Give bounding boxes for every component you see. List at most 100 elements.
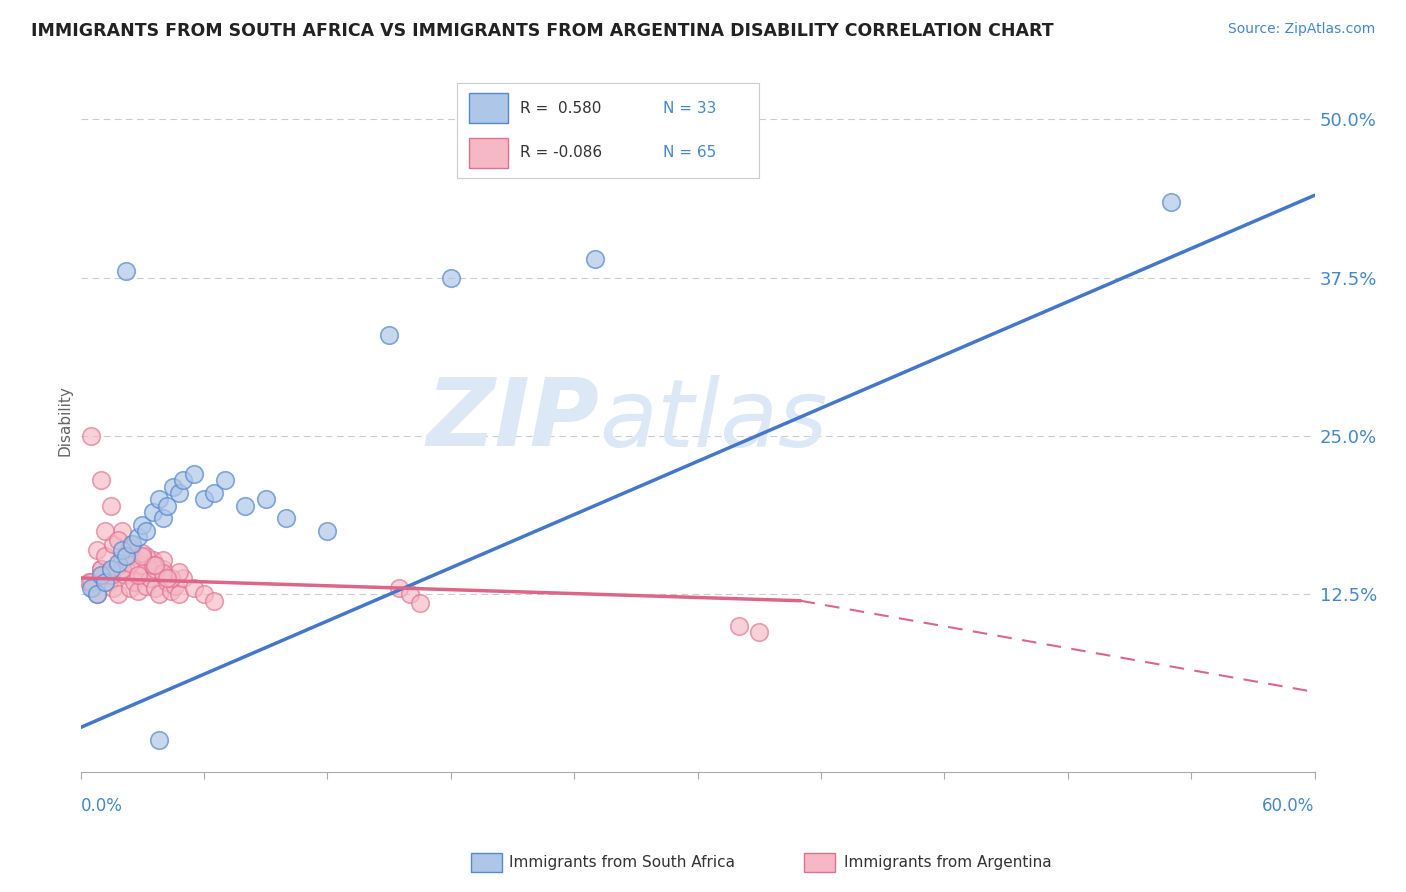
Point [440, 270, 463, 285]
Point [202, 486, 225, 500]
Point [111, 524, 134, 538]
Point [86, 587, 108, 601]
Point [90, 562, 112, 576]
Point [131, 558, 153, 573]
Y-axis label: Disability: Disability [58, 384, 72, 456]
Point [141, 558, 163, 573]
Point [80, 429, 103, 443]
Point [172, 474, 194, 488]
Point [127, 583, 149, 598]
Text: atlas: atlas [599, 375, 827, 466]
Point [152, 562, 174, 576]
Point [202, 593, 225, 607]
Text: 60.0%: 60.0% [1263, 797, 1315, 815]
Point [156, 571, 179, 585]
Point [118, 581, 141, 595]
Point [103, 581, 125, 595]
Point [162, 480, 184, 494]
Point [121, 537, 143, 551]
Point [165, 578, 187, 592]
Point [135, 549, 157, 564]
Point [111, 562, 134, 576]
Point [111, 543, 134, 558]
Point [143, 558, 166, 573]
Text: ZIP: ZIP [426, 374, 599, 467]
Point [388, 581, 411, 595]
Point [148, 587, 170, 601]
Point [183, 467, 205, 481]
Point [152, 553, 174, 567]
Point [131, 549, 153, 564]
Point [111, 556, 134, 570]
Point [100, 562, 122, 576]
Point [135, 524, 157, 538]
Point [233, 499, 256, 513]
Point [100, 568, 122, 582]
Point [254, 492, 277, 507]
Point [94, 574, 117, 589]
Point [727, 619, 749, 633]
Point [276, 511, 298, 525]
Point [114, 549, 136, 564]
Text: 0.0%: 0.0% [80, 797, 122, 815]
Point [107, 556, 129, 570]
Point [193, 492, 215, 507]
Point [127, 568, 149, 582]
Point [80, 574, 103, 589]
Point [131, 568, 153, 582]
Point [172, 571, 194, 585]
Point [156, 499, 179, 513]
Point [143, 581, 166, 595]
Point [100, 499, 122, 513]
Point [111, 562, 134, 576]
Point [135, 578, 157, 592]
Point [114, 264, 136, 278]
Point [183, 581, 205, 595]
Point [107, 533, 129, 547]
Point [127, 530, 149, 544]
Point [167, 486, 190, 500]
Point [131, 545, 153, 559]
Point [80, 581, 103, 595]
Point [148, 492, 170, 507]
Point [148, 733, 170, 747]
Point [121, 537, 143, 551]
Point [118, 541, 141, 555]
Point [90, 474, 112, 488]
Point [160, 583, 183, 598]
Point [103, 537, 125, 551]
Point [152, 511, 174, 525]
Point [122, 574, 145, 589]
Point [139, 571, 162, 585]
Point [583, 252, 606, 266]
Point [94, 524, 117, 538]
Point [94, 568, 117, 582]
Point [90, 562, 112, 576]
Point [152, 566, 174, 580]
Point [121, 549, 143, 564]
Point [378, 327, 401, 342]
Text: Source: ZipAtlas.com: Source: ZipAtlas.com [1227, 22, 1375, 37]
Point [82, 581, 104, 595]
Point [77, 574, 100, 589]
Text: Immigrants from Argentina: Immigrants from Argentina [844, 855, 1052, 870]
Point [748, 625, 770, 640]
Text: Immigrants from South Africa: Immigrants from South Africa [509, 855, 735, 870]
Point [156, 574, 179, 589]
Point [141, 553, 163, 567]
Point [143, 562, 166, 576]
Point [316, 524, 339, 538]
Point [167, 565, 190, 579]
Point [1160, 194, 1182, 209]
Point [90, 568, 112, 582]
Point [214, 474, 236, 488]
Text: IMMIGRANTS FROM SOUTH AFRICA VS IMMIGRANTS FROM ARGENTINA DISABILITY CORRELATION: IMMIGRANTS FROM SOUTH AFRICA VS IMMIGRAN… [31, 22, 1053, 40]
Point [94, 549, 117, 564]
Point [167, 587, 190, 601]
Point [141, 505, 163, 519]
Point [152, 568, 174, 582]
Point [398, 587, 420, 601]
Point [131, 517, 153, 532]
Point [98, 574, 121, 589]
Point [114, 568, 136, 582]
